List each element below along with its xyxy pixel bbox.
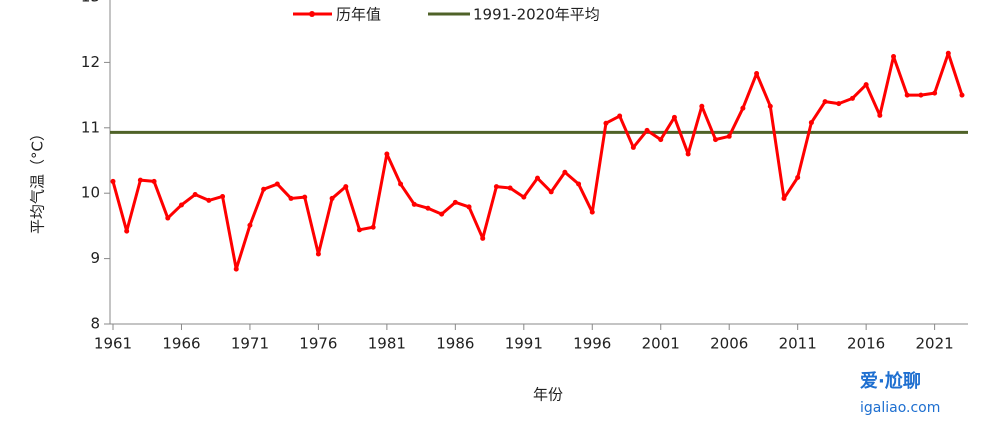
point	[576, 181, 582, 187]
x-tick-label: 1976	[299, 335, 337, 353]
x-tick-label: 2006	[710, 335, 748, 353]
point	[630, 144, 636, 150]
point	[754, 71, 760, 77]
point	[671, 114, 677, 120]
point	[740, 105, 746, 111]
point	[589, 209, 595, 215]
point	[822, 99, 828, 105]
y-tick-label: 13	[81, 0, 100, 6]
point	[535, 175, 540, 181]
point	[521, 194, 527, 200]
y-tick-label: 12	[81, 53, 100, 71]
point	[165, 215, 171, 221]
point	[808, 120, 814, 126]
point	[343, 184, 349, 190]
x-tick-label: 2021	[916, 335, 954, 353]
point	[288, 195, 294, 201]
point	[137, 177, 143, 183]
point	[370, 224, 376, 230]
point	[699, 103, 705, 109]
point	[178, 202, 184, 208]
x-tick-label: 1961	[94, 335, 132, 353]
point	[151, 178, 157, 184]
point	[329, 195, 335, 201]
point	[767, 103, 773, 109]
point	[877, 112, 883, 118]
x-tick-label: 1991	[505, 335, 543, 353]
point	[274, 181, 280, 187]
point	[726, 133, 732, 139]
point	[932, 90, 938, 96]
point	[466, 204, 472, 210]
point	[795, 175, 801, 181]
point	[493, 184, 499, 190]
point	[617, 113, 623, 119]
y-tick-label: 10	[81, 184, 100, 202]
point	[836, 101, 842, 107]
x-tick-label: 1996	[573, 335, 611, 353]
point	[918, 92, 924, 98]
point	[603, 120, 609, 126]
x-tick-label: 1966	[162, 335, 200, 353]
point	[302, 194, 308, 200]
point	[384, 151, 390, 157]
point	[110, 178, 116, 184]
point	[644, 127, 650, 133]
point	[685, 151, 691, 157]
point	[124, 228, 130, 234]
watermark: igaliao.com	[860, 400, 940, 416]
legend-marker	[309, 11, 315, 17]
point	[206, 197, 212, 203]
legend-label: 历年值	[336, 6, 381, 24]
point	[192, 192, 198, 198]
point	[658, 137, 664, 143]
point	[411, 201, 417, 207]
y-tick-label: 11	[81, 118, 100, 136]
legend-label: 1991-2020年平均	[473, 6, 600, 24]
point	[781, 195, 787, 201]
point	[439, 211, 445, 217]
x-tick-label: 1971	[231, 335, 269, 353]
point	[959, 92, 965, 98]
y-axis-label: 平均气温（°C）	[29, 126, 47, 234]
point	[315, 251, 321, 257]
point	[945, 50, 951, 56]
point	[891, 54, 897, 60]
point	[261, 186, 267, 192]
point	[220, 193, 226, 199]
point	[425, 205, 431, 211]
x-tick-label: 2016	[847, 335, 885, 353]
point	[247, 222, 253, 228]
point	[562, 169, 568, 175]
point	[863, 82, 869, 88]
y-tick-label: 9	[90, 249, 100, 267]
point	[849, 95, 855, 101]
point	[356, 227, 362, 233]
x-tick-label: 2011	[779, 335, 817, 353]
point	[233, 266, 239, 272]
point	[507, 185, 513, 191]
x-tick-label: 1986	[436, 335, 474, 353]
x-tick-label: 1981	[368, 335, 406, 353]
point	[480, 235, 486, 241]
x-axis-label: 年份	[533, 386, 563, 404]
series-line	[111, 51, 964, 271]
point	[713, 137, 719, 143]
point	[904, 92, 910, 98]
point	[398, 181, 404, 187]
point	[452, 199, 458, 205]
y-tick-label: 8	[90, 315, 100, 333]
watermark: 爱·尬聊	[860, 370, 921, 392]
x-tick-label: 2001	[642, 335, 680, 353]
point	[548, 189, 554, 195]
